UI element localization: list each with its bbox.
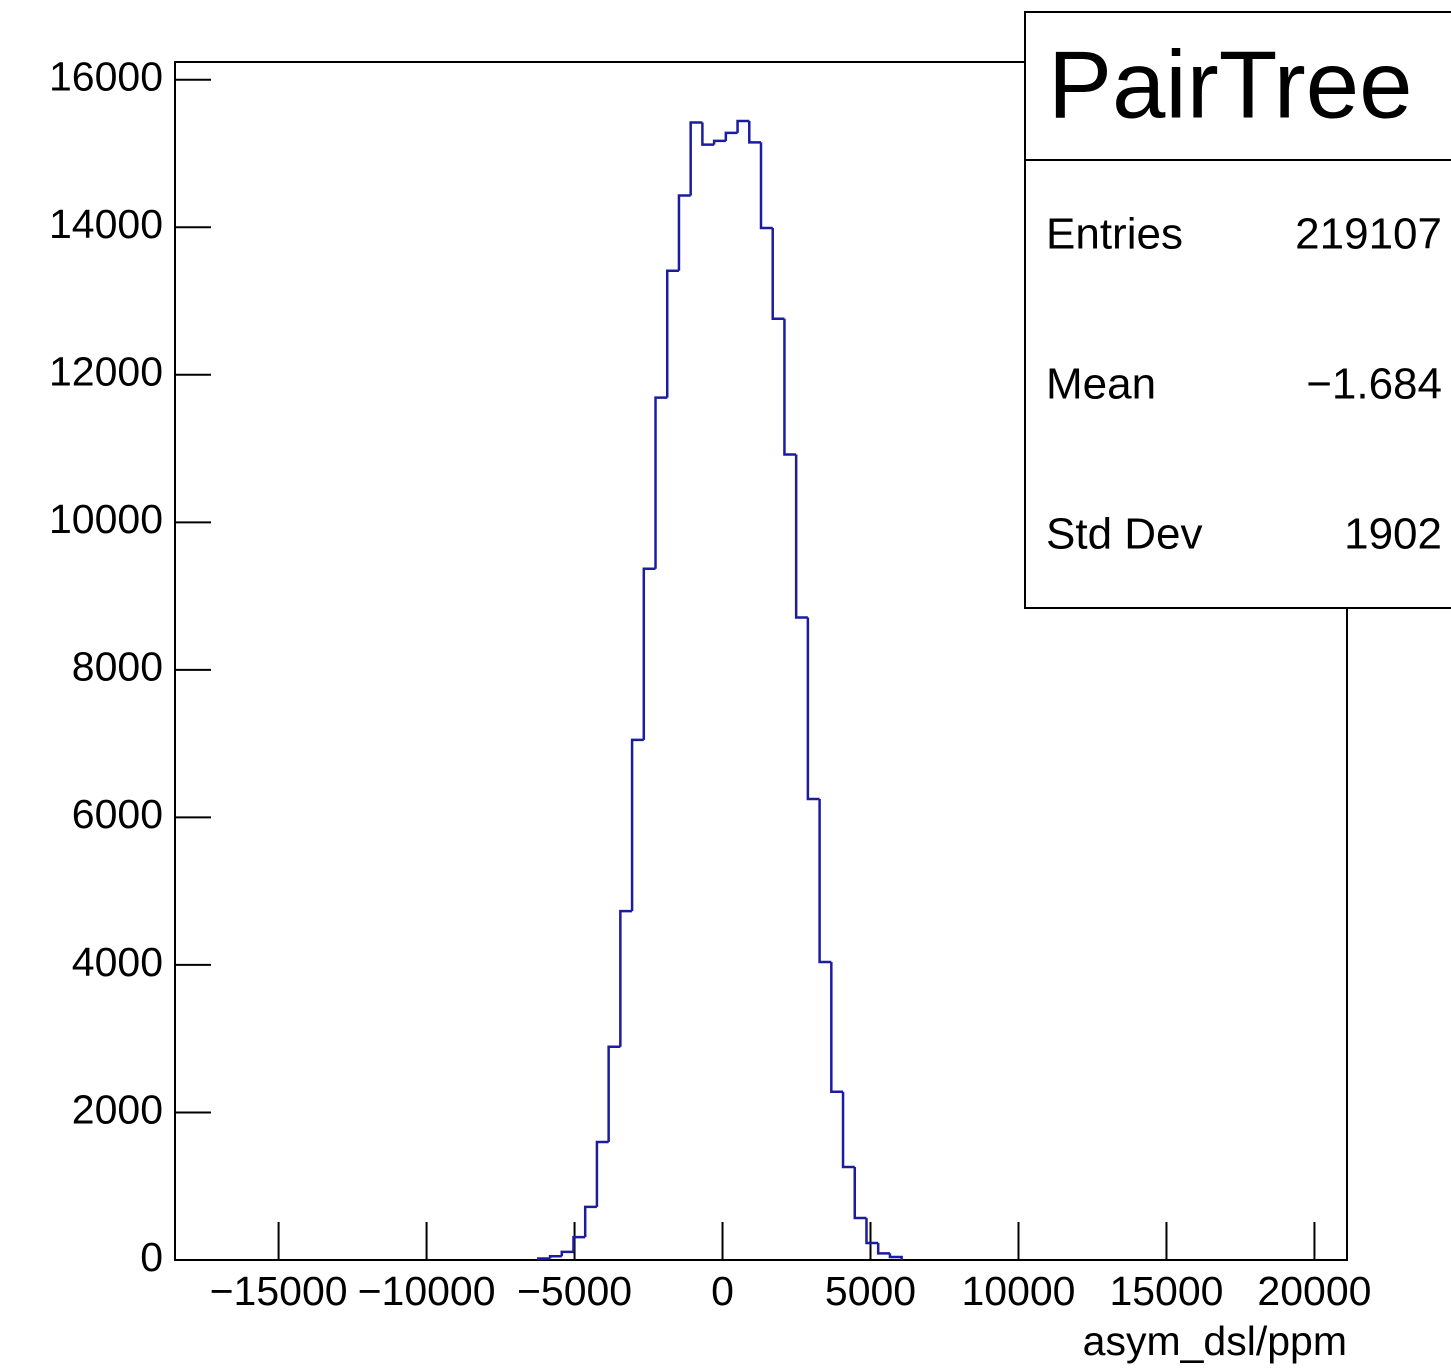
histogram-step bbox=[818, 798, 832, 964]
bar bbox=[761, 228, 773, 1260]
bar bbox=[597, 1142, 609, 1260]
histogram-step bbox=[724, 131, 738, 141]
histogram-step bbox=[701, 122, 715, 146]
histogram-step bbox=[736, 119, 750, 133]
histogram-step bbox=[876, 1243, 890, 1255]
y-tick-label: 16000 bbox=[49, 54, 163, 100]
x-tick-label: −10000 bbox=[358, 1268, 496, 1314]
bar bbox=[738, 121, 750, 1260]
stats-box: PairTree Entries 219107 Mean −1.684 Std Dev 1… bbox=[1024, 11, 1451, 609]
histogram-step bbox=[865, 1217, 879, 1245]
histogram-step bbox=[630, 738, 644, 912]
bar bbox=[726, 133, 738, 1260]
bar bbox=[796, 617, 808, 1260]
histogram-step bbox=[665, 269, 679, 398]
bar bbox=[843, 1167, 855, 1260]
bar bbox=[820, 962, 832, 1260]
histogram-step bbox=[759, 142, 773, 230]
histogram-step bbox=[642, 567, 656, 740]
y-tick-label: 12000 bbox=[49, 349, 163, 395]
y-tick-label: 2000 bbox=[72, 1086, 163, 1132]
x-tick-label: 15000 bbox=[1109, 1268, 1223, 1314]
bar bbox=[609, 1047, 621, 1260]
y-tick-label: 4000 bbox=[72, 939, 163, 985]
plot-frame bbox=[174, 61, 1348, 1261]
x-tick-label: 20000 bbox=[1257, 1268, 1371, 1314]
histogram-step bbox=[689, 121, 703, 196]
bar bbox=[714, 141, 726, 1260]
x-tick-label: −15000 bbox=[210, 1268, 348, 1314]
stats-value: 1902 bbox=[1344, 510, 1442, 559]
histogram-step bbox=[583, 1205, 597, 1238]
x-axis-label: asym_dsl/ppm bbox=[1083, 1318, 1347, 1364]
bar bbox=[749, 142, 761, 1260]
bar bbox=[784, 454, 796, 1260]
histogram-step bbox=[607, 1045, 621, 1142]
y-tick-label: 0 bbox=[140, 1234, 163, 1280]
histogram-step bbox=[572, 1235, 586, 1252]
x-tick-label: 10000 bbox=[961, 1268, 1075, 1314]
bar bbox=[855, 1218, 867, 1260]
stats-label: Entries bbox=[1046, 210, 1183, 259]
bar bbox=[831, 1092, 843, 1260]
histogram-step bbox=[841, 1091, 855, 1169]
bar bbox=[702, 145, 714, 1260]
bar bbox=[667, 271, 679, 1260]
stats-value: 219107 bbox=[1295, 210, 1442, 259]
histogram-step bbox=[619, 909, 633, 1047]
bar bbox=[585, 1207, 597, 1260]
y-tick-label: 8000 bbox=[72, 644, 163, 690]
stats-value: −1.684 bbox=[1306, 360, 1442, 409]
histogram-step bbox=[830, 961, 844, 1094]
histogram-step bbox=[794, 454, 808, 619]
histogram-step bbox=[560, 1250, 574, 1257]
y-tick-label: 6000 bbox=[72, 791, 163, 837]
bar bbox=[679, 196, 691, 1260]
bar bbox=[620, 911, 632, 1260]
histogram-step bbox=[677, 194, 691, 271]
bar bbox=[644, 569, 656, 1260]
histogram-step bbox=[771, 227, 785, 320]
bar bbox=[808, 799, 820, 1260]
histogram bbox=[537, 119, 903, 1260]
histogram-step bbox=[548, 1255, 562, 1259]
histogram-step bbox=[783, 318, 797, 456]
y-tick-label: 14000 bbox=[49, 201, 163, 247]
bar bbox=[656, 398, 668, 1260]
histogram-step bbox=[853, 1167, 867, 1220]
x-tick-label: −5000 bbox=[517, 1268, 632, 1314]
histogram-step bbox=[806, 617, 820, 801]
histogram-step bbox=[712, 139, 726, 145]
stats-label: Mean bbox=[1046, 360, 1156, 409]
stats-frame bbox=[1024, 11, 1451, 609]
y-tick-label: 10000 bbox=[49, 496, 163, 542]
stats-title: PairTree bbox=[1048, 31, 1413, 138]
bar bbox=[691, 122, 703, 1260]
bar bbox=[773, 319, 785, 1260]
histogram-step bbox=[654, 396, 668, 569]
stats-label: Std Dev bbox=[1046, 510, 1203, 559]
histogram-step bbox=[537, 1257, 551, 1260]
x-tick-label: 5000 bbox=[825, 1268, 916, 1314]
x-tick-label: 0 bbox=[711, 1268, 734, 1314]
histogram-step bbox=[888, 1253, 903, 1260]
bar bbox=[632, 740, 644, 1260]
bar bbox=[866, 1243, 878, 1260]
histogram-step bbox=[748, 121, 761, 144]
histogram-step bbox=[595, 1140, 609, 1207]
